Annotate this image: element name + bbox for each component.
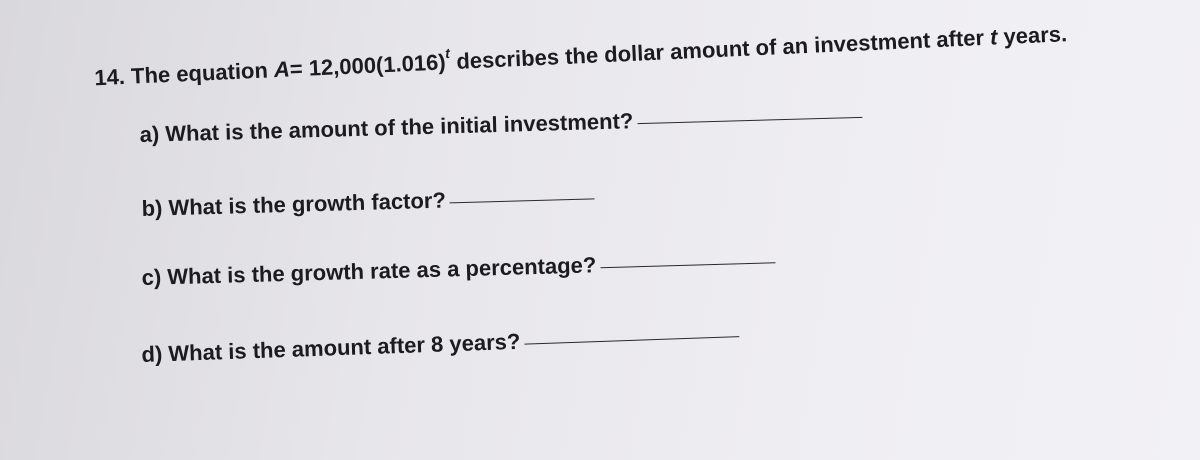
- answer-blank: [524, 336, 740, 345]
- question-stem: 14. The equation A= 12,000(1.016)t descr…: [94, 20, 1068, 91]
- stem-text: describes the dollar amount of an invest…: [449, 24, 991, 75]
- part-label: b): [141, 195, 163, 222]
- question-number: 14.: [93, 63, 126, 91]
- stem-text: The equation: [130, 57, 275, 89]
- answer-blank: [637, 116, 863, 125]
- answer-blank: [449, 198, 595, 204]
- part-text: What is the amount of the initial invest…: [164, 108, 634, 147]
- part-label: c): [141, 264, 162, 291]
- part-d: d) What is the amount after 8 years?: [141, 321, 740, 368]
- part-text: What is the growth factor?: [168, 187, 447, 221]
- part-label: d): [141, 341, 163, 368]
- stem-text: = 12,000(1.016): [289, 49, 447, 82]
- answer-blank: [600, 262, 776, 269]
- part-text: What is the growth rate as a percentage?: [166, 252, 597, 290]
- variable: A: [273, 56, 291, 83]
- part-b: b) What is the growth factor?: [141, 183, 595, 222]
- exponent: t: [444, 44, 451, 62]
- part-label: a): [139, 121, 160, 148]
- part-text: What is the amount after 8 years?: [167, 328, 521, 367]
- part-c: c) What is the growth rate as a percenta…: [141, 247, 776, 291]
- part-a: a) What is the amount of the initial inv…: [139, 102, 863, 148]
- stem-text: years.: [996, 21, 1068, 50]
